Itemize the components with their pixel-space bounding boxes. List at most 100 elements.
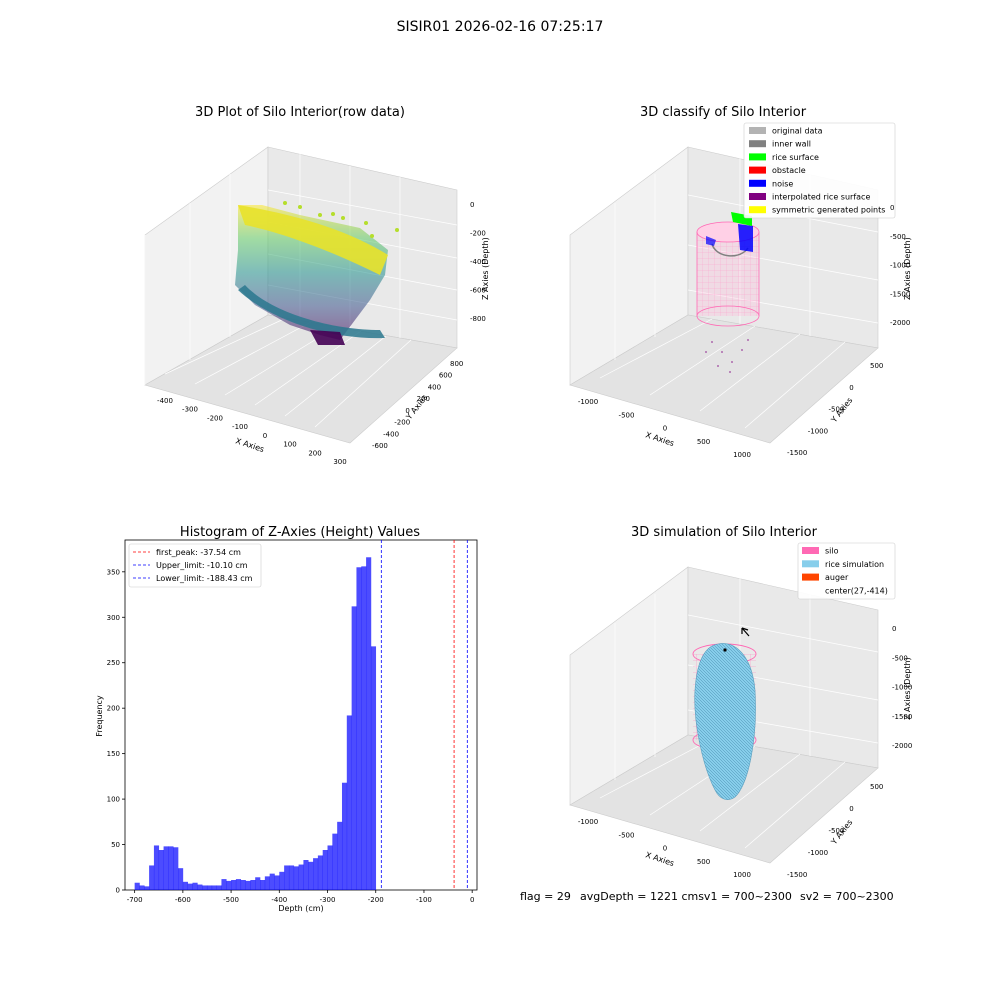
histogram-bar	[274, 875, 280, 890]
tick-label: -500	[829, 406, 845, 414]
y-tick-label: 50	[111, 841, 120, 849]
status-line: flag = 29 avgDepth = 1221 cmsv1 = 700~23…	[520, 890, 894, 903]
histogram-bar	[245, 880, 251, 890]
tick-label: -1500	[787, 449, 807, 457]
legend-label: rice surface	[772, 153, 819, 162]
histogram-bar	[173, 847, 179, 890]
histogram-bar	[269, 873, 275, 890]
legend: original data inner wall rice surface obsta…	[743, 122, 896, 219]
tick-label: -800	[470, 315, 486, 323]
histogram-bar	[206, 885, 213, 890]
legend-frame	[743, 122, 896, 219]
legend-label: first_peak: -37.54 cm	[156, 548, 241, 557]
y-tick-label: 300	[107, 614, 120, 622]
legend-swatch	[749, 127, 766, 134]
histogram-bar	[211, 885, 217, 890]
x-tick-label: -300	[320, 896, 336, 904]
y-tick-labels: -1500 -1000 -500 0 500	[787, 783, 883, 879]
tick-label: -400	[383, 430, 399, 438]
silo-and-rice	[692, 627, 757, 800]
tick-label: 500	[870, 783, 883, 791]
z-axis-label: Z Axies (Depth)	[481, 237, 490, 300]
x-axis-label: X Axies	[644, 850, 675, 868]
z-axis-label: Z Axies (Depth)	[903, 657, 912, 720]
legend-label: original data	[772, 127, 823, 136]
center-marker	[723, 648, 727, 652]
y-tick-label: 250	[107, 659, 120, 667]
panel-title: Histogram of Z-Axies (Height) Values	[180, 525, 420, 540]
panel-classify-3d: 3D classify of Silo Interior	[569, 105, 912, 459]
tick-label: -400	[157, 397, 173, 405]
tick-label: -500	[892, 654, 908, 662]
legend-swatch	[802, 560, 819, 568]
y-tick-label: 150	[107, 750, 120, 758]
tick-label: 200	[308, 449, 321, 457]
tick-label: -1500	[787, 871, 807, 879]
figure-title: SISIR01 2026-02-16 07:25:17	[397, 19, 604, 35]
histogram-bar	[317, 855, 323, 890]
histogram-bar	[231, 880, 237, 890]
histogram-bar	[279, 871, 285, 890]
legend-swatch	[749, 193, 766, 200]
y-axis-label: Frequency	[95, 695, 104, 737]
legend: silo rice simulation auger center(27,-414)	[797, 542, 896, 600]
pane-floor	[569, 314, 879, 444]
tick-label: -1000	[578, 398, 598, 406]
x-axis-label: X Axies	[234, 436, 265, 454]
tick-label: -2000	[890, 319, 910, 327]
histogram-bar	[149, 865, 155, 890]
tick-label: -600	[372, 442, 388, 450]
tick-label: -200	[470, 230, 486, 238]
legend-label: auger	[825, 573, 849, 582]
histogram-bar	[168, 846, 174, 890]
panel-raw-3d: 3D Plot of Silo Interior(row data)	[144, 105, 490, 466]
tick-label: 1000	[733, 451, 751, 459]
histogram-bar	[144, 886, 150, 890]
tick-label: 0	[263, 432, 267, 440]
histogram-bar	[341, 782, 348, 890]
tick-label: 500	[870, 362, 883, 370]
histogram-bar	[182, 881, 188, 890]
histogram-bar	[192, 882, 198, 890]
legend-label: noise	[772, 179, 793, 188]
legend-swatch	[749, 153, 766, 161]
legend-label: silo	[825, 547, 839, 556]
legend-label: Lower_limit: -188.43 cm	[156, 574, 253, 583]
histogram-bars	[134, 557, 377, 890]
histogram-bar	[351, 606, 357, 890]
histogram-bar	[284, 865, 290, 890]
histogram-bar	[293, 866, 299, 890]
z-tick-labels: 0 -200 -400 -600 -800	[470, 201, 486, 323]
tick-label: -1000	[890, 262, 910, 270]
flag-text: flag = 29	[520, 890, 571, 903]
tick-label: 300	[333, 458, 346, 466]
tick-label: 0	[892, 625, 896, 633]
histogram-bar	[264, 876, 270, 890]
histogram-bar	[332, 833, 338, 890]
tick-label: 0	[849, 805, 853, 813]
legend-frame	[797, 542, 896, 600]
legend-label: interpolated rice surface	[772, 193, 870, 202]
tick-label: 0	[470, 201, 474, 209]
noise-points	[738, 224, 753, 252]
auger-arrow	[741, 627, 750, 637]
histogram-bar	[153, 845, 160, 890]
noise-left	[706, 236, 716, 246]
tick-label: 200	[417, 395, 430, 403]
legend-swatch	[749, 140, 766, 148]
tick-label: -2000	[892, 742, 912, 750]
legend: first_peak: -37.54 cm Upper_limit: -10.10…	[128, 543, 262, 588]
panel-title: 3D Plot of Silo Interior(row data)	[195, 105, 405, 120]
tick-label: 500	[697, 858, 710, 866]
x-tick-label: -500	[223, 896, 239, 904]
cloud-ring	[238, 285, 385, 339]
histogram-bar	[337, 821, 343, 890]
tick-label: -600	[470, 287, 486, 295]
legend-items: silo rice simulation auger center(27,-414)	[802, 547, 888, 595]
tick-label: -1000	[808, 849, 828, 857]
histogram-bar	[139, 885, 145, 890]
histogram-bar	[370, 646, 377, 890]
silo-wireframe	[696, 212, 760, 373]
histogram-bar	[255, 877, 261, 890]
